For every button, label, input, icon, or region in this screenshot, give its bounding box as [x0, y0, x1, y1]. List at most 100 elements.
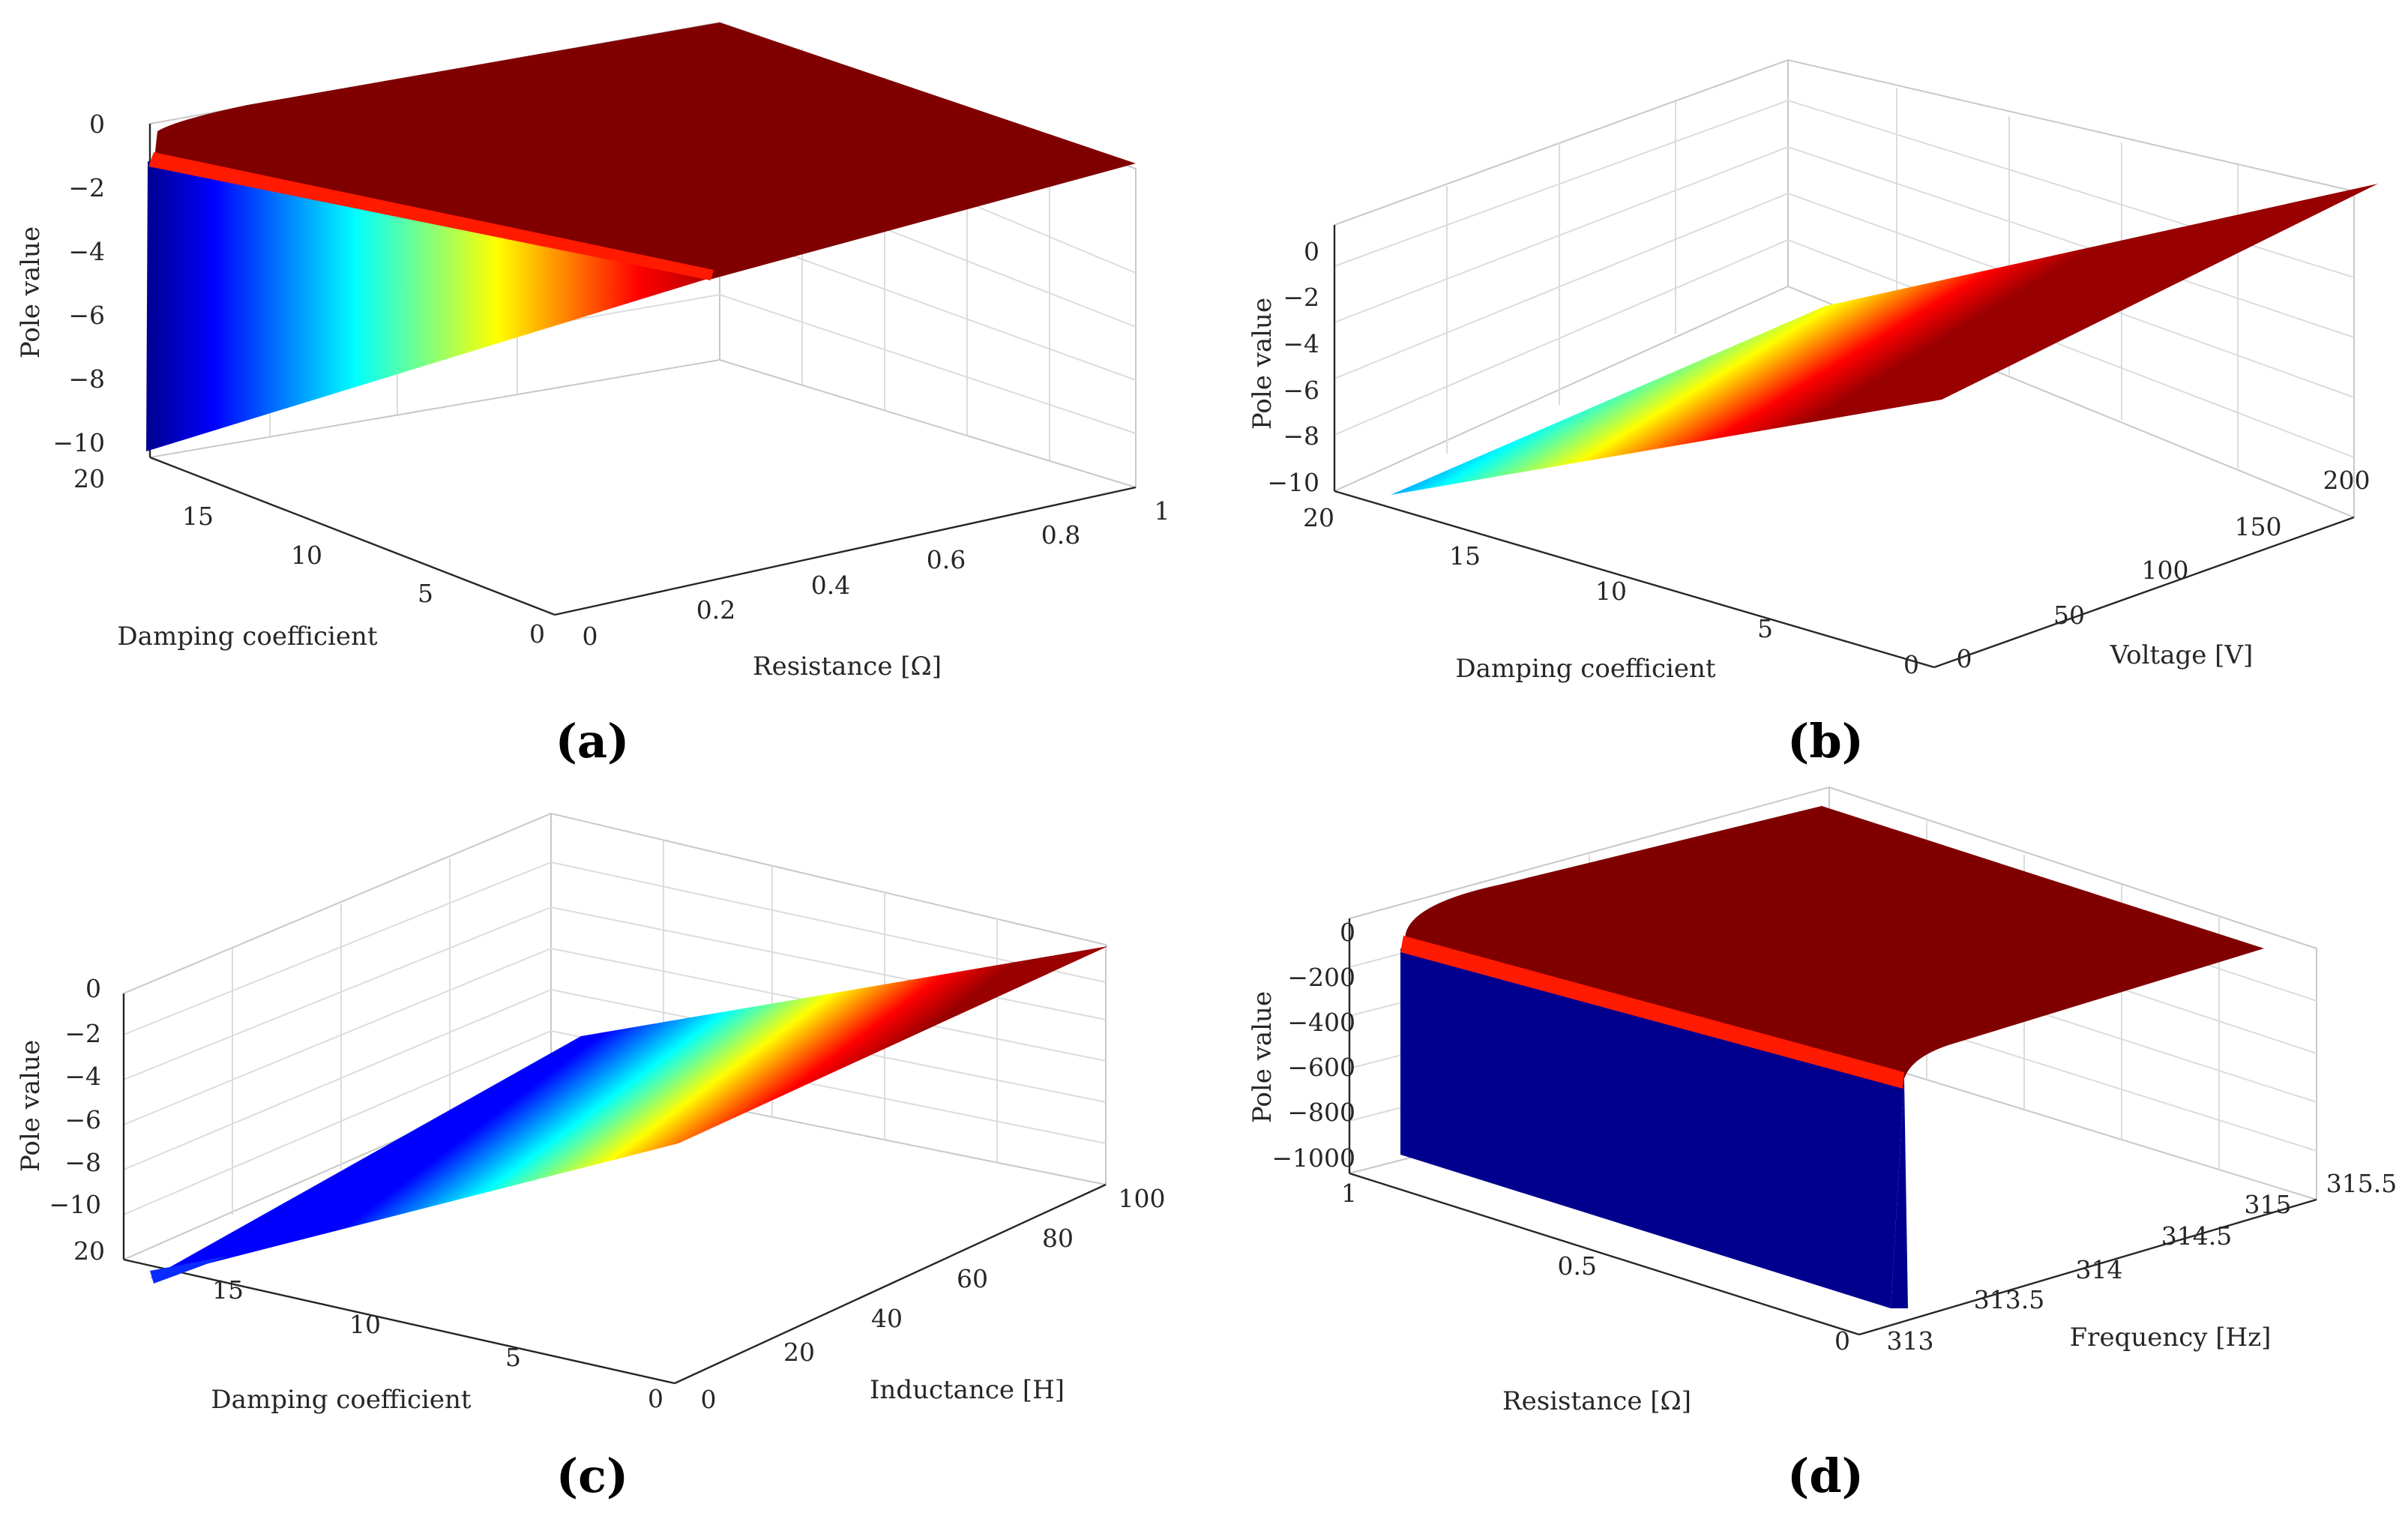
panel-a-y-tick: 0.4: [811, 571, 850, 600]
panel-a-z-tick: −10: [52, 428, 105, 457]
panel-d-y-tick: 314.5: [2161, 1221, 2232, 1251]
panel-d-x-tick: 0: [1834, 1326, 1850, 1356]
panel-c-surface-face: [150, 946, 1108, 1278]
panel-b-y-tick: 150: [2235, 512, 2282, 541]
panel-a-z-label: Pole value: [16, 226, 46, 358]
panel-c-x-label: Damping coefficient: [211, 1385, 471, 1415]
panel-a-surface: [146, 22, 1136, 451]
panel-a-z-tick: −4: [68, 237, 105, 266]
panel-a-y-tick: 0.6: [927, 545, 966, 574]
panel-c-y-label: Inductance [H]: [870, 1375, 1065, 1405]
panel-d-plateau: [1403, 806, 2264, 1087]
panel-a-y-tick: 1: [1155, 496, 1170, 526]
panel-d-axes: [1348, 918, 2317, 1336]
panel-c-surface-tail: [150, 1256, 229, 1284]
panel-b-surface-face: [1391, 184, 2378, 495]
panel-d-x-label: Resistance [Ω]: [1502, 1386, 1691, 1416]
panel-c-z-tick: −6: [64, 1105, 101, 1134]
panel-d: 0 −200 −400 −600 −800 −1000 1 0.5 0 313 …: [1247, 786, 2397, 1503]
panel-d-y-tick: 313.5: [1974, 1285, 2044, 1314]
panel-d-x-tick: 0.5: [1558, 1251, 1597, 1281]
panel-c-x-tick: 0: [648, 1384, 663, 1413]
panel-b-z-tick: −10: [1267, 468, 1319, 497]
panel-b-z-tick: −8: [1283, 421, 1319, 451]
panel-b-axes: [1333, 225, 2355, 669]
panel-c-z-label: Pole value: [16, 1040, 46, 1172]
panel-c-y-tick: 0: [701, 1385, 717, 1414]
panel-c-z-tick: −2: [64, 1019, 101, 1048]
panel-a-y-label: Resistance [Ω]: [753, 652, 942, 682]
panel-a-y-tick: 0.2: [696, 595, 735, 625]
panel-d-caption: (d): [1787, 1449, 1864, 1503]
panel-b-z-label: Pole value: [1247, 298, 1277, 430]
panel-c-y-tick: 20: [783, 1338, 815, 1367]
panel-b-y-tick: 100: [2142, 556, 2189, 585]
panel-a-edge-band: [148, 152, 714, 280]
panel-b: 0 −2 −4 −6 −8 −10 20 15 10 5 0 0 50 100 …: [1247, 58, 2378, 768]
panel-d-z-tick: 0: [1340, 918, 1355, 947]
panel-b-y-label: Voltage [V]: [2110, 640, 2254, 670]
panel-d-y-label: Frequency [Hz]: [2070, 1323, 2272, 1353]
panel-c-y-tick: 40: [871, 1304, 903, 1333]
panel-d-z-tick: −1000: [1271, 1143, 1355, 1173]
panel-b-surface: [1391, 184, 2378, 495]
panel-c-z-tick: −8: [64, 1148, 101, 1177]
panel-b-z-tick: −2: [1283, 283, 1319, 312]
panel-c-ticks: 0 −2 −4 −6 −8 −10 20 15 10 5 0 0 20 40 6…: [49, 974, 1165, 1414]
panel-c-axes: [122, 993, 1107, 1385]
panel-d-y-tick: 313: [1887, 1326, 1934, 1356]
panel-c-z-tick: −10: [49, 1190, 101, 1219]
panel-d-y-tick: 314: [2076, 1255, 2123, 1284]
panel-a-z-tick: −8: [68, 364, 105, 394]
panel-a-caption: (a): [556, 714, 630, 768]
panel-c-x-tick: 20: [73, 1236, 105, 1266]
panel-a-x-tick: 10: [291, 541, 322, 570]
panel-b-z-tick: −4: [1283, 329, 1319, 358]
panel-a-x-tick: 15: [182, 502, 214, 531]
panel-b-z-tick: 0: [1304, 237, 1319, 266]
panel-b-x-label: Damping coefficient: [1455, 654, 1715, 684]
panel-b-x-tick: 10: [1595, 577, 1627, 606]
panel-b-y-tick: 200: [2323, 466, 2371, 495]
panel-a-x-tick: 20: [73, 464, 105, 493]
panel-a-ticks: 0 −2 −4 −6 −8 −10 20 15 10 5 0 0 0.2 0.4…: [52, 109, 1170, 651]
panel-b-ticks: 0 −2 −4 −6 −8 −10 20 15 10 5 0 0 50 100 …: [1267, 237, 2370, 679]
panel-b-y-tick: 50: [2053, 601, 2085, 630]
panel-c: 0 −2 −4 −6 −8 −10 20 15 10 5 0 0 20 40 6…: [16, 812, 1166, 1503]
panel-a-y-tick: 0.8: [1041, 520, 1080, 550]
panel-d-y-tick: 315: [2245, 1190, 2292, 1219]
panel-b-caption: (b): [1787, 714, 1864, 768]
panel-d-z-tick: −200: [1287, 963, 1355, 992]
panel-a-z-tick: 0: [89, 109, 105, 139]
panel-a-z-tick: −2: [68, 173, 105, 202]
panel-d-drop-lower: [1891, 1080, 1908, 1308]
panel-c-x-tick: 15: [212, 1275, 244, 1305]
panel-c-y-tick: 60: [957, 1264, 988, 1293]
panel-a-x-tick: 5: [418, 579, 433, 608]
panel-d-edge-band: [1400, 936, 1904, 1089]
panel-a-x-tick: 0: [529, 619, 545, 649]
panel-b-x-tick: 5: [1757, 614, 1773, 643]
panel-a-drop-face: [146, 161, 712, 451]
panel-c-caption: (c): [556, 1449, 628, 1503]
panel-d-z-tick: −600: [1287, 1053, 1355, 1082]
panel-b-grid: [1334, 58, 2355, 518]
panel-d-z-tick: −800: [1287, 1098, 1355, 1127]
panel-d-ticks: 0 −200 −400 −600 −800 −1000 1 0.5 0 313 …: [1271, 918, 2397, 1356]
panel-b-x-tick: 20: [1303, 503, 1334, 532]
panel-b-z-tick: −6: [1283, 376, 1319, 405]
panel-d-z-label: Pole value: [1247, 991, 1277, 1123]
panel-a: 0 −2 −4 −6 −8 −10 20 15 10 5 0 0 0.2 0.4…: [16, 21, 1170, 768]
panel-c-x-tick: 10: [349, 1310, 381, 1339]
panel-c-y-tick: 100: [1119, 1184, 1166, 1213]
panel-b-x-tick: 15: [1449, 541, 1481, 571]
panel-d-drop-face: [1400, 948, 1904, 1308]
panel-d-surface: [1400, 806, 2264, 1308]
panel-c-z-tick: −4: [64, 1062, 101, 1091]
panel-d-y-tick: 315.5: [2326, 1169, 2397, 1198]
panel-c-grid: [123, 812, 1107, 1260]
panel-a-x-label: Damping coefficient: [117, 622, 377, 652]
panel-a-y-tick: 0: [583, 622, 598, 651]
